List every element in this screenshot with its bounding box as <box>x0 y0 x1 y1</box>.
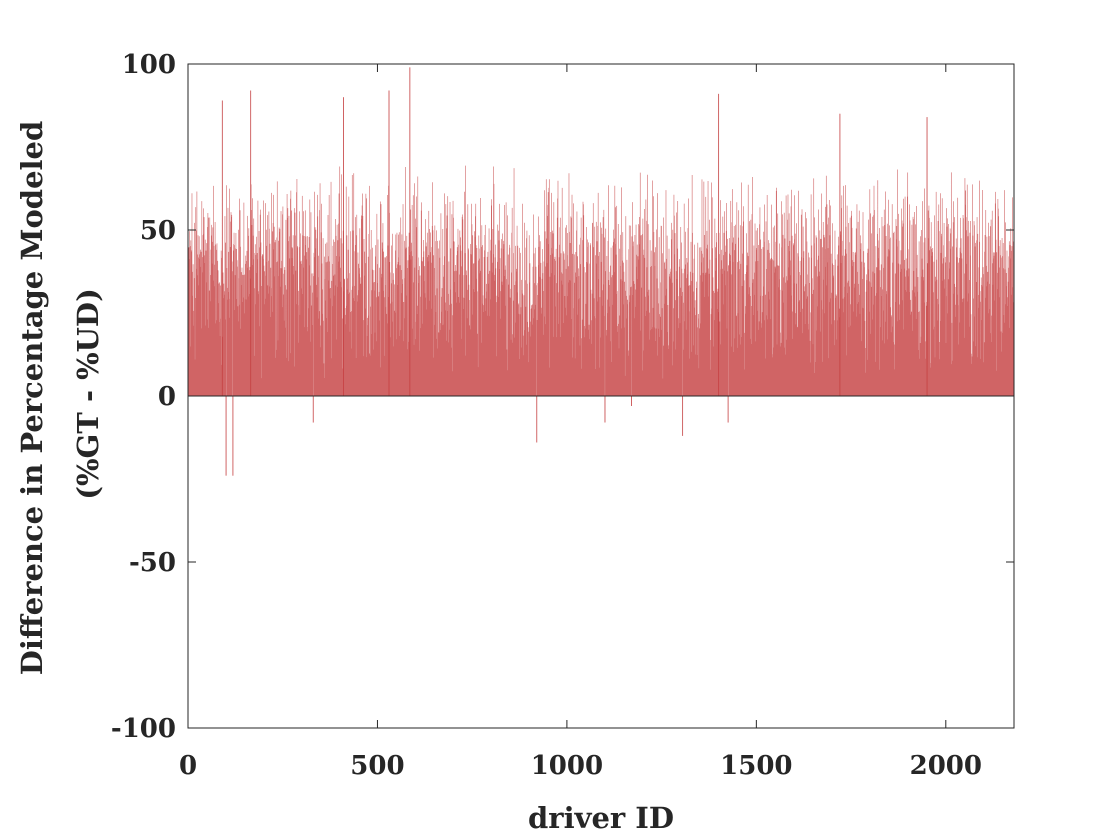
y-tick-label-4: -100 <box>111 714 176 744</box>
y-tick-label-3: -50 <box>129 548 176 578</box>
x-tick-label-0: 0 <box>179 751 197 781</box>
y-tick-label-1: 50 <box>140 216 176 246</box>
y-tick-label-2: 0 <box>158 382 176 412</box>
bars-group <box>187 67 1015 476</box>
x-axis-label: driver ID <box>528 801 674 835</box>
y-axis-label-line-2: (%GT - %UD) <box>71 288 105 500</box>
y-tick-label-0: 100 <box>122 50 176 80</box>
x-tick-label-4: 2000 <box>910 751 982 781</box>
axes-group <box>187 63 1015 729</box>
y-axis-label-line-1: Difference in Percentage Modeled <box>15 121 49 676</box>
x-tick-label-3: 1500 <box>720 751 792 781</box>
x-tick-label-1: 500 <box>350 751 404 781</box>
x-tick-label-2: 1000 <box>531 751 603 781</box>
